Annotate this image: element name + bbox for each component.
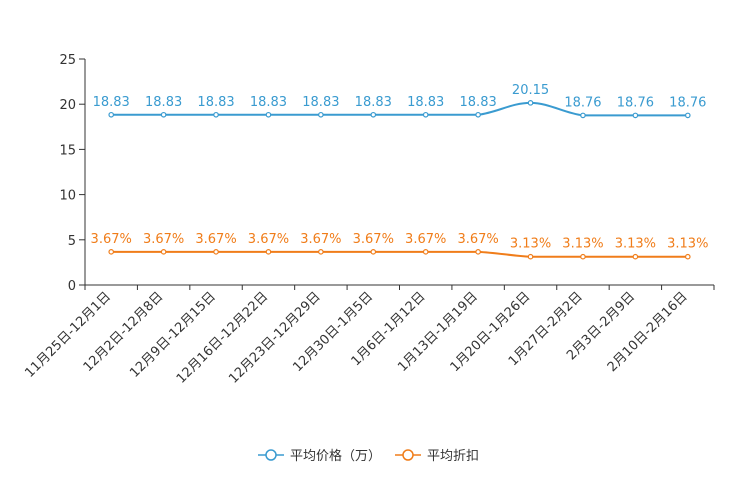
data-label: 18.76 [617, 95, 654, 110]
data-point [265, 249, 272, 255]
legend-marker [265, 449, 277, 461]
data-point [108, 249, 115, 255]
y-tick-label: 5 [68, 234, 76, 249]
data-label: 3.67% [91, 232, 132, 247]
data-label: 20.15 [512, 83, 549, 98]
data-label: 18.83 [407, 95, 444, 110]
data-point [370, 111, 377, 118]
y-tick-label: 10 [59, 189, 76, 204]
data-point [632, 112, 639, 119]
data-point [684, 112, 691, 119]
legend[interactable]: 平均价格（万） 平均折扣 [258, 448, 479, 464]
data-label: 18.83 [355, 95, 392, 110]
data-label: 18.83 [460, 95, 497, 110]
series-line-1 [111, 250, 688, 258]
data-point [370, 249, 377, 255]
data-label: 3.67% [143, 232, 184, 247]
data-label: 18.76 [669, 95, 706, 110]
legend-marker [402, 449, 414, 461]
legend-label: 平均价格（万） [290, 448, 381, 464]
data-label: 18.83 [302, 95, 339, 110]
data-point [632, 253, 639, 260]
legend-item-1[interactable]: 平均折扣 [395, 449, 479, 464]
x-tick-label: 11月25日-12月1日 [22, 289, 114, 381]
data-label: 18.83 [250, 95, 287, 110]
legend-item-0[interactable]: 平均价格（万） [258, 448, 381, 464]
data-point [213, 249, 219, 255]
y-tick-label: 0 [68, 279, 76, 294]
data-point [265, 111, 272, 118]
data-point [422, 111, 429, 118]
data-label: 3.67% [353, 232, 394, 247]
data-label: 3.67% [300, 232, 341, 247]
data-point [684, 253, 691, 260]
x-tick-label: 12月16日-12月22日 [174, 289, 271, 386]
data-label: 18.83 [197, 95, 234, 110]
data-label: 3.13% [615, 237, 656, 252]
data-point [108, 111, 115, 118]
data-label: 3.67% [405, 232, 446, 247]
data-label: 3.13% [667, 237, 708, 252]
data-point [580, 253, 586, 260]
data-point [318, 111, 324, 118]
data-point [475, 111, 481, 118]
x-tick-label: 12月23日-12月29日 [226, 289, 323, 386]
data-label: 3.67% [248, 232, 289, 247]
series-line-0 [111, 101, 688, 117]
data-label: 3.67% [457, 232, 498, 247]
data-point [160, 111, 167, 118]
data-point [580, 112, 586, 119]
data-point [318, 249, 324, 255]
data-point [527, 100, 534, 106]
data-label: 3.13% [562, 237, 603, 252]
y-tick-label: 25 [59, 53, 76, 68]
y-tick-label: 20 [59, 98, 76, 113]
series-layer: 18.83 18.83 18.83 18.83 18.83 18.83 18.83 18.83… [91, 83, 708, 260]
data-point [160, 249, 167, 255]
data-point [527, 253, 534, 260]
data-point [422, 249, 429, 255]
data-label: 3.67% [195, 232, 236, 247]
data-point [213, 111, 219, 118]
data-label: 18.76 [564, 95, 601, 110]
data-label: 18.83 [93, 95, 130, 110]
data-label: 18.83 [145, 95, 182, 110]
data-point [475, 249, 481, 255]
y-tick-label: 15 [59, 143, 76, 158]
data-label: 3.13% [510, 237, 551, 252]
legend-label: 平均折扣 [427, 449, 479, 464]
